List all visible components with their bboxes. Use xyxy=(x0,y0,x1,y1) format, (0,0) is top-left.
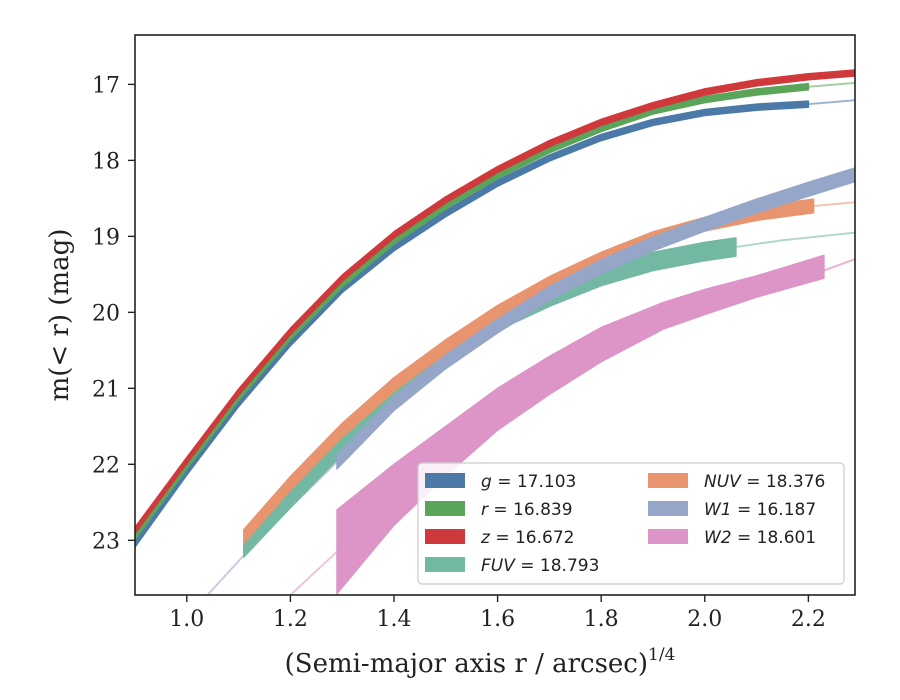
y-tick-label: 23 xyxy=(92,529,120,554)
x-tick-label: 1.8 xyxy=(584,607,619,632)
legend: g = 17.103 r = 16.839 z = 16.672 FUV = 18.7… xyxy=(417,462,845,585)
x-tick-label: 1.2 xyxy=(273,607,308,632)
legend-label-w1: W1 = 16.187 xyxy=(704,500,816,520)
x-tick-label: 2.0 xyxy=(687,607,722,632)
y-tick-label: 17 xyxy=(92,73,120,98)
legend-label-g: g = 17.103 xyxy=(481,472,576,492)
band-curves xyxy=(135,69,855,595)
legend-label-nuv: NUV = 18.376 xyxy=(704,472,825,492)
x-tick-label: 2.2 xyxy=(791,607,826,632)
x-tick-label: 1.4 xyxy=(376,607,411,632)
y-tick-label: 18 xyxy=(92,149,120,174)
y-axis-ticks: 17 18 19 20 21 22 23 xyxy=(92,73,135,554)
legend-swatch-r xyxy=(425,501,465,516)
series-z-band xyxy=(135,69,855,535)
series-w2-faint-line xyxy=(289,550,338,595)
x-tick-label: 1.6 xyxy=(480,607,515,632)
series-w1-faint-line xyxy=(206,461,338,595)
series-nuv-band xyxy=(243,198,815,545)
series-g-faint-line xyxy=(808,99,855,106)
legend-swatch-nuv xyxy=(648,473,688,488)
legend-label-fuv: FUV = 18.793 xyxy=(481,556,599,576)
y-axis-label: m(< r) (mag) xyxy=(45,229,75,402)
x-axis-label-exponent: 1/4 xyxy=(648,645,675,665)
legend-swatch-g xyxy=(425,473,465,488)
series-r-faint-line xyxy=(808,81,855,88)
legend-box xyxy=(417,462,845,585)
legend-label-r: r = 16.839 xyxy=(481,500,573,520)
series-fuv-faint-line xyxy=(735,231,855,248)
legend-swatch-w1 xyxy=(648,501,688,516)
y-tick-label: 21 xyxy=(92,377,120,402)
x-tick-label: 1.0 xyxy=(169,607,204,632)
legend-label-z: z = 16.672 xyxy=(480,528,574,548)
legend-swatch-fuv xyxy=(425,557,465,572)
series-w1-band xyxy=(336,167,855,470)
x-axis-ticks: 1.0 1.2 1.4 1.6 1.8 2.0 2.2 xyxy=(169,595,826,632)
series-w2-faint-line-right xyxy=(823,258,855,272)
y-tick-label: 22 xyxy=(92,453,120,478)
y-tick-label: 20 xyxy=(92,301,120,326)
plot-frame xyxy=(134,34,856,596)
legend-label-w2: W2 = 18.601 xyxy=(704,528,816,548)
legend-swatch-z xyxy=(425,529,465,544)
x-axis-label: (Semi-major axis r / arcsec)1/4 xyxy=(285,645,676,679)
legend-swatch-w2 xyxy=(648,529,688,544)
series-w2-band xyxy=(336,254,825,595)
y-tick-label: 19 xyxy=(92,225,120,250)
series-nuv-faint-line xyxy=(813,201,855,207)
